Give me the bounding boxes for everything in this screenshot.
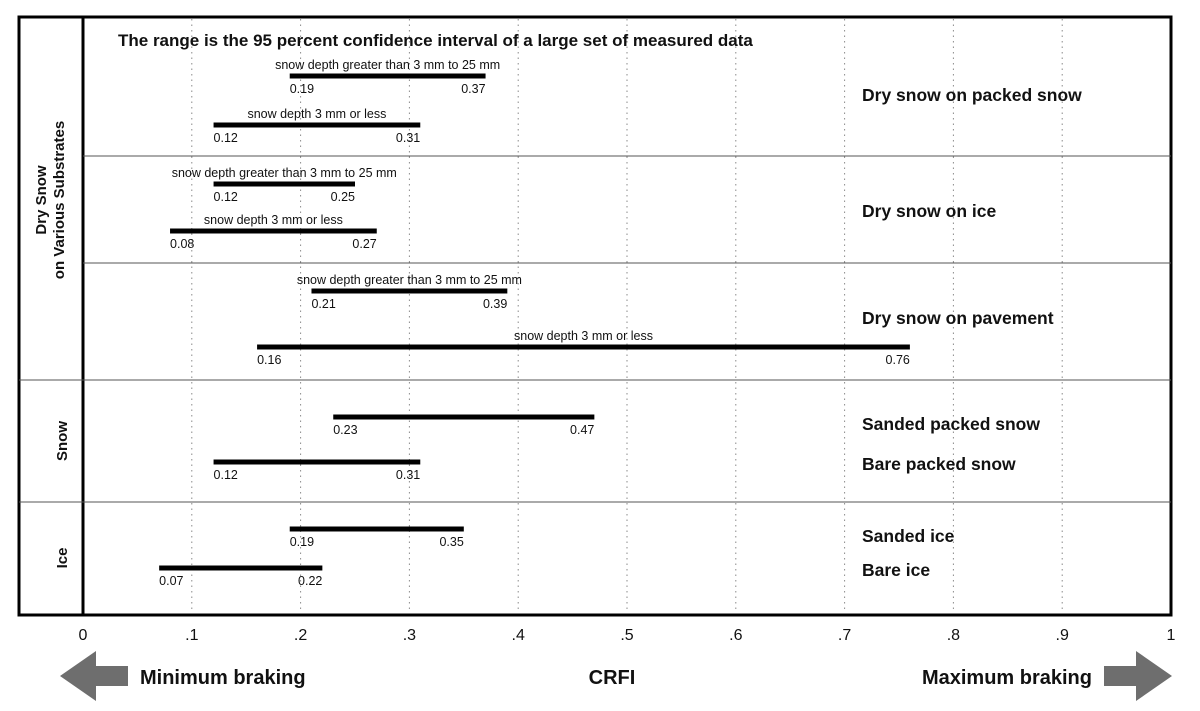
bar-high-value: 0.76 (886, 353, 910, 367)
chart-frame (17, 15, 1173, 617)
bar-low-value: 0.19 (290, 535, 314, 549)
bar-low-value: 0.12 (214, 131, 238, 145)
bar-high-value: 0.39 (483, 297, 507, 311)
row-label: Bare packed snow (862, 454, 1016, 474)
x-tick-label: .7 (838, 627, 851, 644)
x-tick-label: .5 (620, 627, 633, 644)
x-tick-label: .2 (294, 627, 307, 644)
bar-high-value: 0.31 (396, 468, 420, 482)
x-tick-label: .6 (729, 627, 742, 644)
x-tick-label: .3 (403, 627, 416, 644)
bar-high-value: 0.37 (461, 82, 485, 96)
x-tick-label: 0 (79, 627, 88, 644)
row-label: Sanded ice (862, 526, 955, 546)
bar-low-value: 0.19 (290, 82, 314, 96)
bar-sublabel: snow depth 3 mm or less (514, 329, 653, 343)
x-tick-label: 1 (1167, 627, 1176, 644)
bar-low-value: 0.12 (214, 190, 238, 204)
left-arrow-icon (60, 651, 128, 701)
row-label: Dry snow on pavement (862, 308, 1054, 328)
bar-sublabel: snow depth 3 mm or less (247, 107, 386, 121)
range-bar (213, 181, 355, 187)
right-arrow-icon (1104, 651, 1172, 701)
bar-low-value: 0.08 (170, 237, 194, 251)
range-bar (213, 459, 421, 465)
x-tick-label: .9 (1056, 627, 1069, 644)
bar-high-value: 0.27 (352, 237, 376, 251)
group-label-dry-snow-line-1: Dry Snow (33, 165, 50, 235)
bar-low-value: 0.12 (214, 468, 238, 482)
min-braking-label: Minimum braking (140, 667, 306, 689)
max-braking-label: Maximum braking (922, 667, 1092, 689)
chart-note: The range is the 95 percent confidence i… (118, 31, 753, 50)
range-bar (289, 73, 486, 79)
range-bars: Dry snow on packed snow snow depth greate… (159, 58, 1082, 588)
x-tick-label: .4 (512, 627, 525, 644)
range-bar (311, 288, 508, 294)
bar-high-value: 0.25 (331, 190, 355, 204)
bar-low-value: 0.16 (257, 353, 281, 367)
bar-sublabel: snow depth 3 mm or less (204, 213, 343, 227)
bar-high-value: 0.35 (439, 535, 463, 549)
range-bar (289, 526, 464, 532)
bar-high-value: 0.31 (396, 131, 420, 145)
group-label-dry-snow-line-2: on Various Substrates (51, 121, 68, 279)
x-axis-title: CRFI (589, 667, 636, 689)
bar-sublabel: snow depth greater than 3 mm to 25 mm (172, 166, 397, 180)
x-axis-ticks: 0 .1 .2 .3 .4 .5 .6 .7 .8 .9 1 (79, 627, 1176, 644)
row-label: Bare ice (862, 560, 930, 580)
row-label: Dry snow on ice (862, 201, 996, 221)
bar-high-value: 0.47 (570, 423, 594, 437)
bar-low-value: 0.23 (333, 423, 357, 437)
bar-high-value: 0.22 (298, 574, 322, 588)
range-bar (159, 565, 323, 571)
range-bar (257, 344, 910, 350)
bar-sublabel: snow depth greater than 3 mm to 25 mm (297, 273, 522, 287)
group-label-snow: Snow (54, 421, 71, 461)
row-label: Sanded packed snow (862, 414, 1040, 434)
range-bar (213, 122, 421, 128)
range-bar (333, 414, 595, 420)
bar-low-value: 0.07 (159, 574, 183, 588)
range-bar (170, 228, 377, 234)
group-label-ice: Ice (54, 548, 71, 569)
x-tick-label: .8 (947, 627, 960, 644)
bar-low-value: 0.21 (311, 297, 335, 311)
x-tick-label: .1 (185, 627, 198, 644)
grid-lines (191, 19, 1063, 613)
row-label: Dry snow on packed snow (862, 85, 1082, 105)
bar-sublabel: snow depth greater than 3 mm to 25 mm (275, 58, 500, 72)
